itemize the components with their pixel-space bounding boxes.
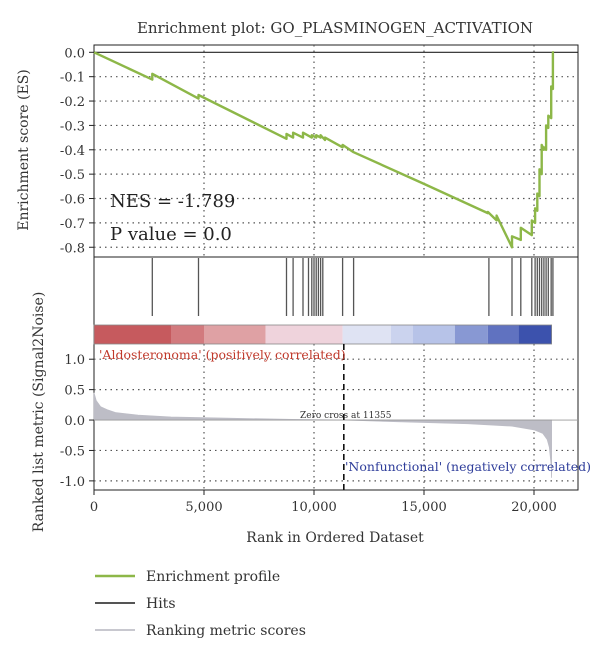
plot-frame	[93, 44, 579, 491]
ranking-metric-layer	[93, 344, 578, 490]
metric-ytick-label-3: -0.5	[60, 444, 85, 459]
chart-title: Enrichment plot: GO_PLASMINOGEN_ACTIVATI…	[137, 19, 533, 37]
heat-segment-1	[171, 325, 204, 344]
grid-lines	[94, 45, 578, 490]
es-ytick-label-2: -0.2	[60, 95, 85, 110]
negative-correlation-label: 'Nonfunctional' (negatively correlated)	[345, 459, 591, 474]
positive-correlation-label: 'Aldosteronoma' (positively correlated)	[99, 347, 346, 362]
metric-ytick-label-1: 0.5	[64, 384, 85, 399]
nes-annotation: NES = -1.789	[110, 191, 235, 212]
xtick-label-3: 15,000	[401, 500, 447, 515]
heat-segment-7	[454, 325, 488, 344]
heat-segment-6	[413, 325, 455, 344]
metric-y-axis-label: Ranked list metric (Signal2Noise)	[31, 292, 47, 533]
metric-ytick-label-0: 1.0	[64, 353, 85, 368]
metric-panel-frame	[93, 256, 579, 491]
metric-ytick-label-2: 0.0	[64, 414, 85, 429]
xtick-label-2: 10,000	[291, 500, 337, 515]
es-ytick-label-5: -0.5	[60, 168, 85, 183]
p-value-annotation: P value = 0.0	[110, 224, 232, 245]
legend: Enrichment profile Hits Ranking metric sco…	[95, 569, 306, 639]
heat-segment-4	[342, 325, 391, 344]
axes-layer: 0.0 -0.1 -0.2 -0.3 -0.4 -0.5 -0.6 -0.7 -0.8 1.0 0.…	[60, 46, 557, 515]
es-y-axis-label: Enrichment score (ES)	[16, 69, 32, 231]
heat-segment-5	[391, 325, 413, 344]
heat-bar-border	[93, 324, 553, 345]
x-axis-label: Rank in Ordered Dataset	[246, 530, 424, 546]
heat-segment-8	[487, 325, 519, 344]
legend-label-2: Ranking metric scores	[146, 623, 306, 639]
es-ytick-label-6: -0.6	[60, 193, 85, 208]
heat-segment-9	[518, 325, 552, 344]
es-ytick-label-1: -0.1	[60, 71, 85, 86]
xtick-label-0: 0	[90, 500, 98, 515]
xtick-label-4: 20,000	[511, 500, 557, 515]
enrichment-profile-line	[93, 51, 555, 249]
enrichment-profile-layer	[93, 51, 578, 249]
heat-bar	[93, 324, 553, 345]
zero-cross-label: Zero cross at 11355	[300, 411, 392, 421]
heat-segment-3	[265, 325, 343, 344]
es-ytick-label-0: 0.0	[64, 46, 85, 61]
es-ytick-label-7: -0.7	[60, 217, 85, 232]
legend-label-1: Hits	[146, 596, 176, 612]
heat-segment-0	[94, 325, 171, 344]
legend-label-0: Enrichment profile	[146, 569, 280, 585]
ranking-metric-area	[93, 392, 552, 478]
xtick-label-1: 5,000	[185, 500, 222, 515]
es-ytick-label-3: -0.3	[60, 119, 85, 134]
metric-ytick-label-4: -1.0	[60, 475, 85, 490]
hits-layer	[151, 258, 554, 316]
es-ytick-label-4: -0.4	[60, 144, 85, 159]
heat-segment-2	[204, 325, 266, 344]
es-ytick-label-8: -0.8	[60, 241, 85, 256]
